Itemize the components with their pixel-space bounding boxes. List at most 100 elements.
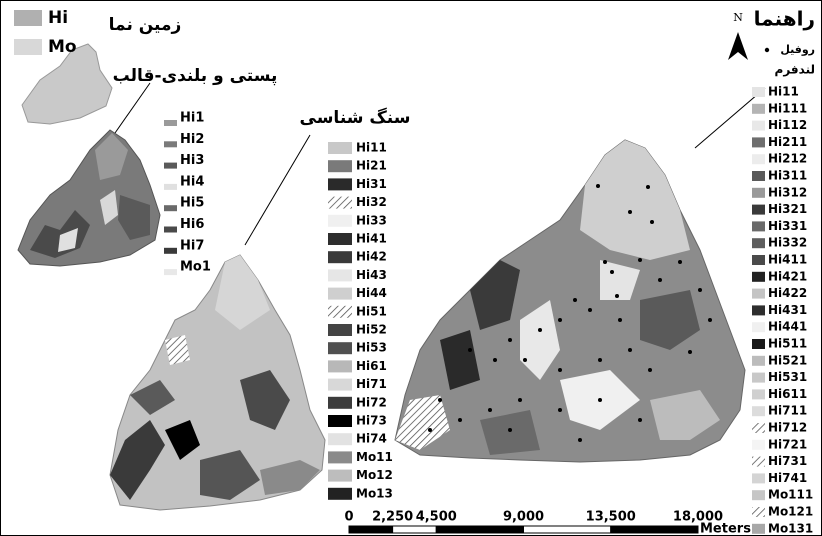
legend-swatch [164,163,177,169]
legend-swatch [328,251,352,263]
legend-label: Hi3 [180,153,204,168]
legend-label: Hi211 [768,135,807,149]
legend-swatch [328,488,352,500]
legend-label: Hi421 [768,269,807,283]
legend-label: Hi74 [356,432,387,446]
legend-label: Hi511 [768,337,807,351]
legend-swatch [328,342,352,354]
legend-label: Hi72 [356,395,387,409]
scale-label: 2,250 [372,510,413,525]
legend-label: Hi [48,8,68,28]
legend-swatch [328,360,352,372]
scale-segment [393,526,437,533]
legend-swatch [752,440,765,450]
legend-label: Mo121 [768,505,813,519]
legend-label: Hi11 [356,141,387,155]
scale-segment [349,526,393,533]
legend-label: Mo [48,37,77,57]
legend-label: Hi711 [768,404,807,418]
legend-swatch [328,142,352,154]
legend-label: Hi521 [768,353,807,367]
map-figure: N راهنما روفیل لندفرم زمین نما پستی و بل… [0,0,822,536]
legend-swatch [164,205,177,211]
legend-label: Hi4 [180,174,204,189]
legend-label: Hi441 [768,320,807,334]
legend-swatch [328,288,352,300]
legend-swatch [752,389,765,399]
form-label: پستی و بلندی-قالب [113,66,278,86]
legend-swatch [752,507,765,517]
legend-swatch [328,415,352,427]
legend-label: Hi71 [356,377,387,391]
legend-label: Mo1 [180,260,211,275]
legend-swatch [328,433,352,445]
scale-segment [611,526,698,533]
legend-swatch [164,248,177,254]
legend-swatch [328,233,352,245]
legend-label: Hi311 [768,169,807,183]
legend-swatch [752,490,765,500]
legend-label: Hi611 [768,387,807,401]
legend-swatch [14,39,42,55]
lithology-label: سنگ شناسی [300,107,411,128]
legend-label: Hi721 [768,437,807,451]
legend-label: Hi331 [768,219,807,233]
legend-swatch [752,305,765,315]
legend-swatch [752,406,765,416]
scale-label: 9,000 [503,510,544,525]
legend-label: Hi41 [356,232,387,246]
profile-symbol [765,48,769,52]
legend-swatch [328,379,352,391]
legend-swatch [752,457,765,467]
legend-swatch [752,205,765,215]
legend-label: Hi51 [356,304,387,318]
scale-label: 0 [344,510,353,525]
legend-label: Hi7 [180,238,204,253]
scale-label: 13,500 [586,510,636,525]
legend-swatch [752,87,765,97]
legend-swatch [164,184,177,190]
legend-swatch [328,269,352,281]
legend-label: Mo13 [356,486,393,500]
legend-label: Hi731 [768,454,807,468]
legend-label: Hi32 [356,195,387,209]
legend-swatch [328,197,352,209]
scale-segment [524,526,611,533]
legend-swatch [328,397,352,409]
legend-label: Mo11 [356,450,393,464]
legend-swatch [328,215,352,227]
legend-swatch [752,121,765,131]
legend-label: Mo111 [768,488,813,502]
legend-swatch [14,10,42,26]
profile-label: روفیل [780,43,815,56]
legend-swatch [752,104,765,114]
scale-segment [436,526,523,533]
legend-swatch [752,255,765,265]
legend-swatch [752,524,765,534]
legend-label: Hi1 [180,111,204,126]
legend-label: Hi411 [768,253,807,267]
legend-swatch [752,356,765,366]
legend-swatch [164,227,177,233]
legend-label: Hi212 [768,152,807,166]
legend-label: Hi431 [768,303,807,317]
legend-swatch [752,373,765,383]
legend-swatch [752,188,765,198]
legend-label: Hi111 [768,101,807,115]
legend-label: Hi712 [768,421,807,435]
legend-label: Hi6 [180,217,204,232]
legend-swatch [752,289,765,299]
legend-label: Hi741 [768,471,807,485]
legend-label: Hi321 [768,202,807,216]
scale-label: 4,500 [416,510,457,525]
legend-label: Mo12 [356,468,393,482]
legend-swatch [328,451,352,463]
legend-swatch [752,423,765,433]
legend-swatch [164,141,177,147]
legend-label: Hi5 [180,196,204,211]
legend-label: Mo131 [768,521,813,535]
legend-label: Hi53 [356,341,387,355]
legend-label: Hi422 [768,286,807,300]
legend-label: Hi332 [768,236,807,250]
legend-label: Hi2 [180,132,204,147]
